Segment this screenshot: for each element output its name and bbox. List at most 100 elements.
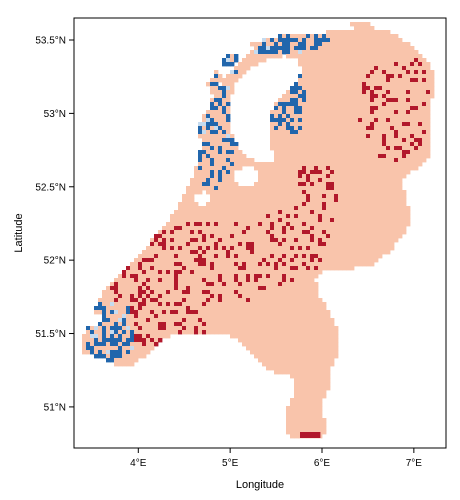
- map-cell: [270, 46, 275, 51]
- map-cell: [310, 94, 315, 99]
- map-cell: [182, 198, 187, 203]
- map-cell: [226, 162, 231, 167]
- map-cell: [338, 142, 343, 147]
- map-cell: [394, 94, 399, 99]
- map-cell: [278, 290, 283, 295]
- map-cell: [306, 34, 311, 39]
- map-cell: [246, 54, 251, 59]
- map-cell: [374, 66, 379, 71]
- map-cell: [342, 134, 347, 139]
- map-cell: [210, 214, 215, 219]
- map-cell: [210, 302, 215, 307]
- map-cell: [214, 118, 219, 123]
- map-cell: [338, 94, 343, 99]
- x-tick-label: 5°E: [222, 458, 239, 469]
- map-cell: [394, 62, 399, 67]
- map-cell: [414, 78, 419, 83]
- map-cell: [282, 154, 287, 159]
- map-cell: [166, 234, 171, 239]
- map-cell: [254, 46, 259, 51]
- map-cell: [302, 86, 307, 91]
- map-cell: [278, 166, 283, 171]
- map-cell: [326, 122, 331, 127]
- map-cell: [366, 234, 371, 239]
- map-cell: [322, 54, 327, 59]
- map-cell: [318, 82, 323, 87]
- map-cell: [374, 102, 379, 107]
- map-cell: [306, 346, 311, 351]
- map-cell: [230, 290, 235, 295]
- map-cell: [330, 142, 335, 147]
- map-cell: [162, 306, 167, 311]
- map-cell: [314, 306, 319, 311]
- map-cell: [290, 126, 295, 131]
- map-cell: [386, 242, 391, 247]
- map-cell: [370, 62, 375, 67]
- map-cell: [278, 350, 283, 355]
- map-cell: [138, 354, 143, 359]
- map-cell: [314, 82, 319, 87]
- map-cell: [346, 150, 351, 155]
- map-cell: [326, 146, 331, 151]
- map-cell: [234, 274, 239, 279]
- map-cell: [410, 114, 415, 119]
- map-cell: [306, 106, 311, 111]
- map-cell: [394, 158, 399, 163]
- map-cell: [210, 118, 215, 123]
- map-cell: [206, 290, 211, 295]
- map-cell: [394, 238, 399, 243]
- map-cell: [314, 194, 319, 199]
- map-cell: [270, 50, 275, 55]
- map-cell: [406, 134, 411, 139]
- map-cell: [238, 290, 243, 295]
- map-cell: [102, 302, 107, 307]
- map-cell: [254, 198, 259, 203]
- map-cell: [222, 230, 227, 235]
- map-cell: [322, 430, 327, 435]
- map-cell: [386, 66, 391, 71]
- map-cell: [290, 322, 295, 327]
- map-cell: [326, 354, 331, 359]
- map-cell: [246, 190, 251, 195]
- map-cell: [278, 274, 283, 279]
- map-cell: [394, 58, 399, 63]
- map-cell: [254, 330, 259, 335]
- map-cell: [374, 118, 379, 123]
- map-cell: [378, 86, 383, 91]
- map-cell: [306, 38, 311, 43]
- map-cell: [358, 26, 363, 31]
- map-cell: [226, 282, 231, 287]
- map-cell: [218, 318, 223, 323]
- map-cell: [250, 250, 255, 255]
- map-cell: [262, 230, 267, 235]
- map-cell: [226, 86, 231, 91]
- map-cell: [230, 258, 235, 263]
- map-cell: [366, 218, 371, 223]
- map-cell: [198, 190, 203, 195]
- map-cell: [302, 94, 307, 99]
- map-cell: [106, 290, 111, 295]
- map-cell: [194, 294, 199, 299]
- map-cell: [94, 326, 99, 331]
- map-cell: [246, 342, 251, 347]
- map-cell: [182, 242, 187, 247]
- map-cell: [226, 150, 231, 155]
- map-cell: [310, 294, 315, 299]
- map-cell: [422, 110, 427, 115]
- map-cell: [374, 46, 379, 51]
- map-cell: [214, 262, 219, 267]
- map-cell: [286, 186, 291, 191]
- map-cell: [230, 74, 235, 79]
- map-cell: [254, 318, 259, 323]
- map-cell: [370, 218, 375, 223]
- map-cell: [174, 302, 179, 307]
- map-cell: [382, 230, 387, 235]
- map-cell: [310, 374, 315, 379]
- map-cell: [294, 222, 299, 227]
- map-cell: [142, 250, 147, 255]
- map-cell: [190, 274, 195, 279]
- map-cell: [314, 142, 319, 147]
- map-cell: [310, 258, 315, 263]
- map-cell: [290, 430, 295, 435]
- map-cell: [218, 130, 223, 135]
